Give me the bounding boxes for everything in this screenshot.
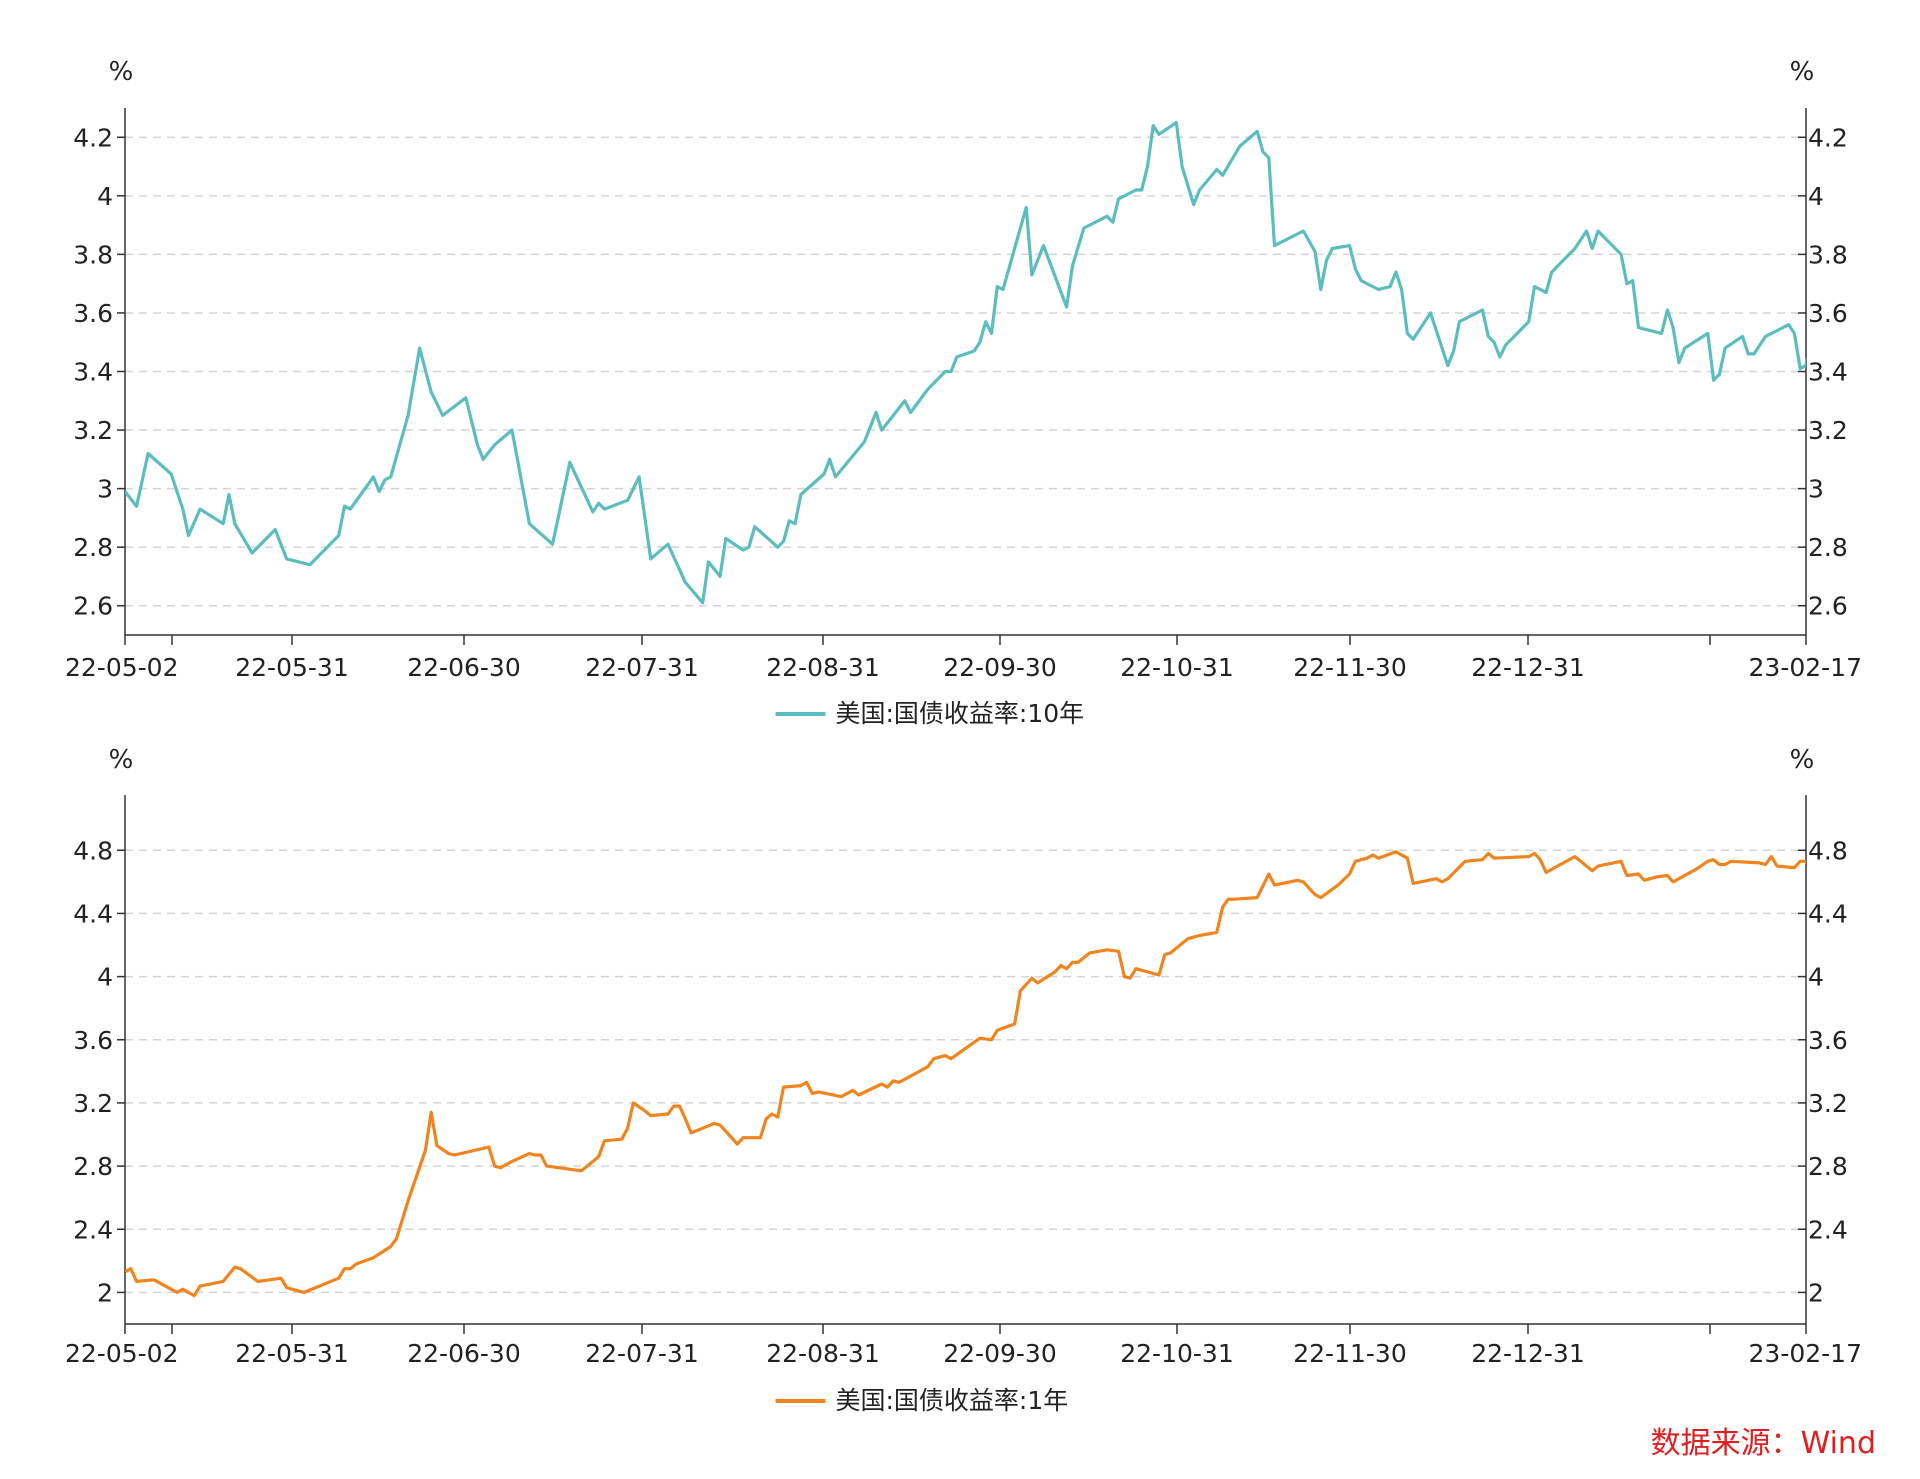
x-tick-label: 22-06-30 — [407, 1339, 520, 1368]
y-tick-label-left: 2.6 — [73, 592, 113, 621]
x-tick-label: 22-05-31 — [235, 1339, 348, 1368]
y-tick-label-left: 4.2 — [73, 123, 113, 152]
y-tick-label-right: 2.6 — [1808, 592, 1848, 621]
x-tick-label: 22-09-30 — [943, 653, 1056, 682]
x-tick-label: 23-02-17 — [1749, 1339, 1862, 1368]
y-tick-label-left: 2 — [97, 1278, 113, 1307]
y-tick-label-left: 3.2 — [73, 1089, 113, 1118]
y-tick-label-right: 4 — [1808, 963, 1824, 992]
y-tick-label-left: 4 — [97, 182, 113, 211]
chart-2: % % 2 2 2.4 2.4 2.8 2.8 3.2 3.2 3.6 3.6 4 4 4.4 4.4 4.8 4… — [65, 745, 1862, 1415]
y-tick-label-right: 3 — [1808, 475, 1824, 504]
y-tick-label-left: 3.4 — [73, 358, 113, 387]
x-tick-label: 22-11-30 — [1293, 653, 1406, 682]
y-tick-label-right: 2 — [1808, 1278, 1824, 1307]
y-tick-label-left: 2.8 — [73, 1152, 113, 1181]
x-tick-label: 22-07-31 — [585, 653, 698, 682]
y-tick-label-left: 2.8 — [73, 533, 113, 562]
x-tick-label: 22-06-30 — [407, 653, 520, 682]
y-tick-label-right: 3.2 — [1808, 416, 1848, 445]
x-tick-label: 22-05-02 — [65, 653, 178, 682]
x-tick-label: 22-10-31 — [1120, 1339, 1233, 1368]
y-tick-label-right: 2.4 — [1808, 1215, 1848, 1244]
y-tick-label-right: 3.8 — [1808, 240, 1848, 269]
y-tick-label-left: 4.4 — [73, 899, 113, 928]
x-tick-label: 22-08-31 — [766, 653, 879, 682]
y-tick-label-left: 3.2 — [73, 416, 113, 445]
legend-label: 美国:国债收益率:10年 — [836, 699, 1085, 728]
y-tick-label-left: 3 — [97, 475, 113, 504]
y-tick-label-left: 3.6 — [73, 299, 113, 328]
x-tick-label: 22-07-31 — [585, 1339, 698, 1368]
y-tick-label-right: 4.8 — [1808, 836, 1848, 865]
chart-1: % % 2.6 2.6 2.8 2.8 3 3 3.2 3.2 3.4 3.4 3.6 3.6 3.8 3.8… — [65, 57, 1862, 728]
series-line — [125, 121, 1806, 605]
y-tick-label-right: 3.2 — [1808, 1089, 1848, 1118]
y-tick-label-right: 2.8 — [1808, 1152, 1848, 1181]
y-unit-label-right: % — [1790, 745, 1815, 775]
y-unit-label-right: % — [1790, 57, 1815, 87]
x-tick-label: 23-02-17 — [1749, 653, 1862, 682]
x-tick-label: 22-05-02 — [65, 1339, 178, 1368]
y-tick-label-left: 4 — [97, 963, 113, 992]
y-tick-label-right: 4.2 — [1808, 123, 1848, 152]
y-tick-label-left: 3.8 — [73, 240, 113, 269]
y-tick-label-left: 4.8 — [73, 836, 113, 865]
legend-label: 美国:国债收益率:1年 — [836, 1386, 1069, 1415]
x-tick-label: 22-11-30 — [1293, 1339, 1406, 1368]
data-source-label: 数据来源：Wind — [1650, 1426, 1876, 1461]
y-tick-label-left: 3.6 — [73, 1026, 113, 1055]
y-tick-label-right: 4.4 — [1808, 899, 1848, 928]
y-tick-label-right: 3.6 — [1808, 1026, 1848, 1055]
x-tick-label: 22-05-31 — [235, 653, 348, 682]
y-unit-label-left: % — [109, 745, 134, 775]
y-unit-label-left: % — [109, 57, 134, 87]
x-tick-label: 22-08-31 — [766, 1339, 879, 1368]
x-tick-label: 22-09-30 — [943, 1339, 1056, 1368]
y-tick-label-right: 2.8 — [1808, 533, 1848, 562]
x-tick-label: 22-10-31 — [1120, 653, 1233, 682]
y-tick-label-right: 3.4 — [1808, 358, 1848, 387]
series-line — [125, 850, 1806, 1298]
y-tick-label-right: 4 — [1808, 182, 1824, 211]
x-tick-label: 22-12-31 — [1471, 1339, 1584, 1368]
y-tick-label-left: 2.4 — [73, 1215, 113, 1244]
y-tick-label-right: 3.6 — [1808, 299, 1848, 328]
x-tick-label: 22-12-31 — [1471, 653, 1584, 682]
